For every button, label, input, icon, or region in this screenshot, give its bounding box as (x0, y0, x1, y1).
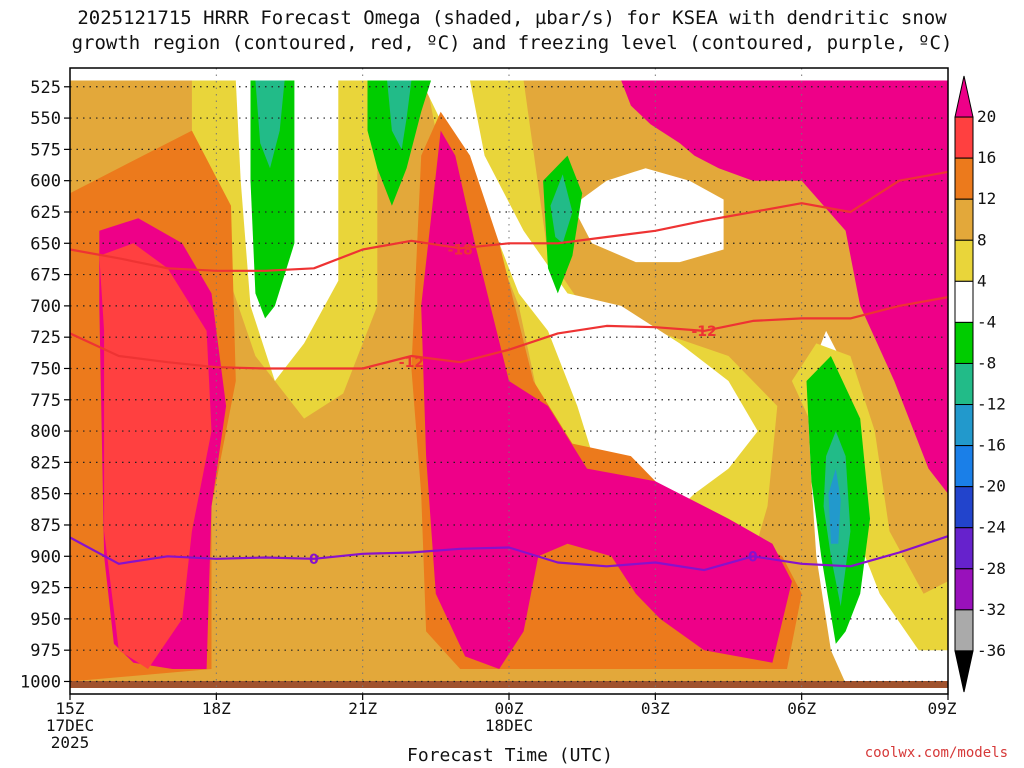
contour-label-4: 0 (748, 549, 758, 565)
colorbar-swatch-8 (954, 404, 974, 447)
colorbar: 20 16 12 8 4 -4 -8 -12 -16 -20 -24 -28 -32 -36 (954, 75, 1006, 693)
omega-region-strong_up-21 (421, 130, 792, 670)
y-tick-label-800: 800 (30, 422, 61, 442)
x-axis-label: Forecast Time (UTC) (407, 745, 613, 766)
colorbar-swatch-6 (954, 321, 974, 364)
colorbar-swatch-3 (954, 198, 974, 241)
contour-labels: -18 -12 -12 0 0 (309, 243, 758, 568)
colorbar-swatch-9 (954, 445, 974, 488)
y-tick-label-950: 950 (30, 610, 61, 630)
colorbar-swatch-11 (954, 527, 974, 570)
colorbar-swatch-4 (954, 239, 974, 282)
contour-dgz-minus-18 (70, 170, 948, 272)
colorbar-swatch-5 (954, 280, 974, 323)
title-line-1: 2025121715 HRRR Forecast Omega (shaded, … (77, 7, 947, 29)
colorbar-swatch-12 (954, 568, 974, 611)
y-tick-label-925: 925 (30, 579, 61, 599)
omega-region-neutral-5 (572, 168, 724, 263)
x-tick-label-9-1: 18DEC (485, 716, 533, 735)
colorbar-label-10: -24 (977, 518, 1006, 537)
y-tick-label-725: 725 (30, 328, 61, 348)
y-tick-label-825: 825 (30, 453, 61, 473)
colorbar-swatch-1 (954, 116, 974, 159)
colorbar-label-0: 20 (977, 107, 996, 126)
y-tick-label-750: 750 (30, 359, 61, 379)
y-tick-label-575: 575 (30, 140, 61, 160)
omega-region-down_8-13 (550, 174, 573, 244)
colorbar-bottom-triangle (954, 650, 974, 693)
colorbar-label-5: -4 (977, 312, 996, 331)
x-tick-label-0-0: 15Z (56, 699, 85, 718)
omega-shading (70, 80, 948, 688)
title-line-2: growth region (contoured, red, ºC) and f… (71, 32, 953, 54)
y-tick-label-775: 775 (30, 391, 61, 411)
x-tick-label-12-0: 03Z (641, 699, 670, 718)
colorbar-label-11: -28 (977, 559, 1006, 578)
colorbar-swatch-10 (954, 486, 974, 529)
omega-region-down_8-11 (387, 80, 412, 150)
contours (70, 170, 948, 572)
y-axis: 525 550 575 600 625 650 675 700 725 750 775 800 825 8… (20, 78, 70, 692)
x-tick-label-0-2: 2025 (51, 733, 90, 752)
colorbar-label-6: -8 (977, 353, 996, 372)
colorbar-top-triangle (954, 75, 974, 118)
colorbar-label-7: -12 (977, 395, 1006, 414)
colorbar-label-9: -20 (977, 477, 1006, 496)
y-tick-label-550: 550 (30, 109, 61, 129)
omega-region-neutral-4 (421, 80, 758, 532)
colorbar-label-4: 4 (977, 271, 987, 290)
terrain-surface (70, 681, 948, 688)
omega-region-down_8-9 (255, 80, 285, 169)
contour-label-0: -18 (448, 243, 473, 259)
y-tick-label-675: 675 (30, 266, 61, 286)
y-tick-label-850: 850 (30, 485, 61, 505)
colorbar-swatch-2 (954, 157, 974, 200)
x-tick-label-9-0: 00Z (495, 699, 524, 718)
x-tick-label-6-0: 21Z (348, 699, 377, 718)
contour-label-1: -12 (399, 355, 424, 371)
y-tick-label-600: 600 (30, 172, 61, 192)
y-tick-label-700: 700 (30, 297, 61, 317)
y-tick-label-525: 525 (30, 78, 61, 98)
y-tick-label-625: 625 (30, 203, 61, 223)
colorbar-label-13: -36 (977, 641, 1006, 660)
contour-dgz-minus-12 (70, 296, 948, 370)
y-tick-label-975: 975 (30, 641, 61, 661)
colorbar-label-8: -16 (977, 436, 1006, 455)
contour-label-2: -12 (691, 324, 716, 340)
omega-region-strong_up-22 (621, 80, 948, 494)
colorbar-swatch-7 (954, 362, 974, 406)
y-tick-label-900: 900 (30, 547, 61, 567)
contour-label-3: 0 (309, 552, 319, 568)
x-tick-label-18-0: 09Z (928, 699, 957, 718)
gridlines (70, 68, 948, 694)
colorbar-label-3: 8 (977, 230, 987, 249)
y-tick-label-875: 875 (30, 516, 61, 536)
colorbar-label-2: 12 (977, 189, 996, 208)
colorbar-label-12: -32 (977, 600, 1006, 619)
x-tick-label-0-1: 17DEC (46, 716, 94, 735)
colorbar-swatch-13 (954, 609, 974, 652)
y-tick-label-650: 650 (30, 234, 61, 254)
contour-freezing-level-0 (70, 535, 948, 572)
credit-text: coolwx.com/models (864, 745, 1008, 761)
x-tick-label-15-0: 06Z (787, 699, 816, 718)
chart-title: 2025121715 HRRR Forecast Omega (shaded, … (0, 6, 1024, 56)
x-tick-label-3-0: 18Z (202, 699, 231, 718)
y-tick-label-1000: 1000 (20, 672, 61, 692)
colorbar-label-1: 16 (977, 148, 996, 167)
